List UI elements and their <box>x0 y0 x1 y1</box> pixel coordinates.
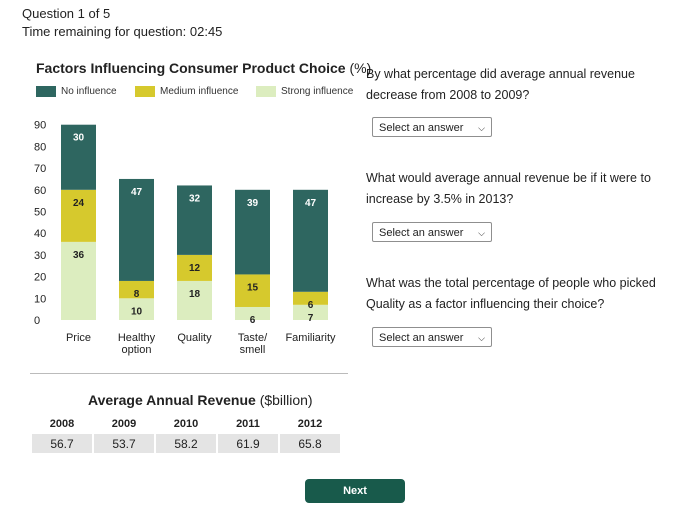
data-label: 18 <box>189 289 201 300</box>
question-2-select-value: Select an answer <box>379 227 464 239</box>
question-1-text: By what percentage did average annual re… <box>366 67 635 102</box>
data-label: 30 <box>73 133 85 144</box>
x-tick-label: smell <box>240 344 266 356</box>
legend-strong-influence: Strong influence <box>256 86 353 97</box>
question-3-select-value: Select an answer <box>379 332 464 344</box>
bar-segment-no-influence <box>177 185 212 255</box>
bar-segment-medium-influence <box>61 189 96 242</box>
bar-segment-medium-influence <box>235 274 270 307</box>
question-1-select-value: Select an answer <box>379 122 464 134</box>
data-label: 24 <box>73 198 85 209</box>
bar-segment-medium-influence <box>177 254 212 281</box>
legend-label-medium-influence: Medium influence <box>160 86 239 97</box>
x-tick-label: Quality <box>177 332 212 344</box>
bar-segment-strong-influence <box>61 241 96 320</box>
data-label: 15 <box>247 282 259 293</box>
year-header: 2011 <box>236 418 260 430</box>
bar-segment-no-influence <box>119 178 154 281</box>
revenue-table-header-row: 2008 2009 2010 2011 2012 <box>32 416 340 432</box>
bar-segment-no-influence <box>235 189 270 275</box>
year-header: 2012 <box>297 418 323 430</box>
bar-segment-strong-influence <box>119 298 154 320</box>
data-label: 36 <box>73 250 85 261</box>
data-label: 6 <box>250 315 256 326</box>
year-header: 2009 <box>111 418 137 430</box>
data-label: 10 <box>131 306 143 317</box>
legend-swatch-strong-influence <box>256 86 276 97</box>
y-tick-label: 20 <box>34 272 46 284</box>
y-tick-label: 80 <box>34 141 46 153</box>
bar-segment-medium-influence <box>293 291 328 305</box>
next-button[interactable]: Next <box>305 479 405 503</box>
bar-segment-no-influence <box>61 124 96 190</box>
data-label: 12 <box>189 263 201 274</box>
revenue-table-title-text: Average Annual Revenue <box>88 392 256 408</box>
revenue-value: 65.8 <box>280 434 340 453</box>
y-tick-label: 90 <box>34 120 46 132</box>
y-tick-label: 70 <box>34 163 46 175</box>
y-tick-label: 50 <box>34 207 46 219</box>
legend-swatch-medium-influence <box>135 86 155 97</box>
data-label: 8 <box>134 289 140 300</box>
legend-swatch-no-influence <box>36 86 56 97</box>
chevron-down-icon: ⌵ <box>478 123 485 133</box>
x-tick-label: Familiarity <box>285 332 336 344</box>
section-divider <box>30 373 348 374</box>
data-label: 47 <box>305 198 317 209</box>
bar-segment-medium-influence <box>119 280 154 299</box>
revenue-table-unit: ($billion) <box>259 392 313 408</box>
revenue-table: 2008 2009 2010 2011 2012 56.7 53.7 58.2 … <box>30 414 342 455</box>
legend-no-influence: No influence <box>36 86 117 97</box>
revenue-value: 53.7 <box>94 434 154 453</box>
revenue-value: 58.2 <box>156 434 216 453</box>
revenue-value: 56.7 <box>32 434 92 453</box>
question-1-answer-select[interactable]: Select an answer ⌵ <box>372 117 492 137</box>
legend-label-strong-influence: Strong influence <box>281 86 354 97</box>
data-label: 7 <box>308 313 314 324</box>
legend-medium-influence: Medium influence <box>135 86 238 97</box>
bar-segment-strong-influence <box>293 304 328 320</box>
question-3-answer-select[interactable]: Select an answer ⌵ <box>372 327 492 347</box>
legend-label-no-influence: No influence <box>61 86 117 97</box>
chevron-down-icon: ⌵ <box>478 228 485 238</box>
revenue-table-value-row: 56.7 53.7 58.2 61.9 65.8 <box>32 434 340 453</box>
chart-title-unit: (%) <box>349 60 372 76</box>
data-label: 39 <box>247 198 259 209</box>
revenue-table-title: Average Annual Revenue ($billion) <box>88 392 313 408</box>
y-tick-label: 60 <box>34 185 46 197</box>
y-tick-label: 30 <box>34 250 46 262</box>
y-tick-label: 10 <box>34 293 46 305</box>
stacked-bar-chart: 0 10 20 30 40 50 60 70 80 90 36 24 30 Price 10 8 47 Healt… <box>34 120 336 356</box>
question-3-text: What was the total percentage of people … <box>366 276 656 311</box>
chevron-down-icon: ⌵ <box>478 333 485 343</box>
bar-segment-no-influence <box>293 189 328 292</box>
year-header: 2010 <box>173 418 199 430</box>
bar-segment-strong-influence <box>235 306 270 320</box>
question-2-text: What would average annual revenue be if … <box>366 171 651 206</box>
question-timer: Time remaining for question: 02:45 <box>22 24 223 39</box>
year-header: 2008 <box>49 418 75 430</box>
bar-segment-strong-influence <box>177 280 212 320</box>
x-tick-label: Taste/ <box>238 332 268 344</box>
chart-title: Factors Influencing Consumer Product Cho… <box>36 60 371 76</box>
question-2-answer-select[interactable]: Select an answer ⌵ <box>372 222 492 242</box>
chart-title-text: Factors Influencing Consumer Product Cho… <box>36 60 346 76</box>
data-label: 47 <box>131 187 143 198</box>
x-tick-label: Price <box>66 332 91 344</box>
x-tick-label: option <box>122 344 152 356</box>
revenue-value: 61.9 <box>218 434 278 453</box>
question-counter: Question 1 of 5 <box>22 6 111 21</box>
x-tick-label: Healthy <box>118 332 156 344</box>
data-label: 6 <box>308 300 314 311</box>
y-tick-label: 0 <box>34 315 40 327</box>
data-label: 32 <box>189 193 201 204</box>
y-tick-label: 40 <box>34 228 46 240</box>
